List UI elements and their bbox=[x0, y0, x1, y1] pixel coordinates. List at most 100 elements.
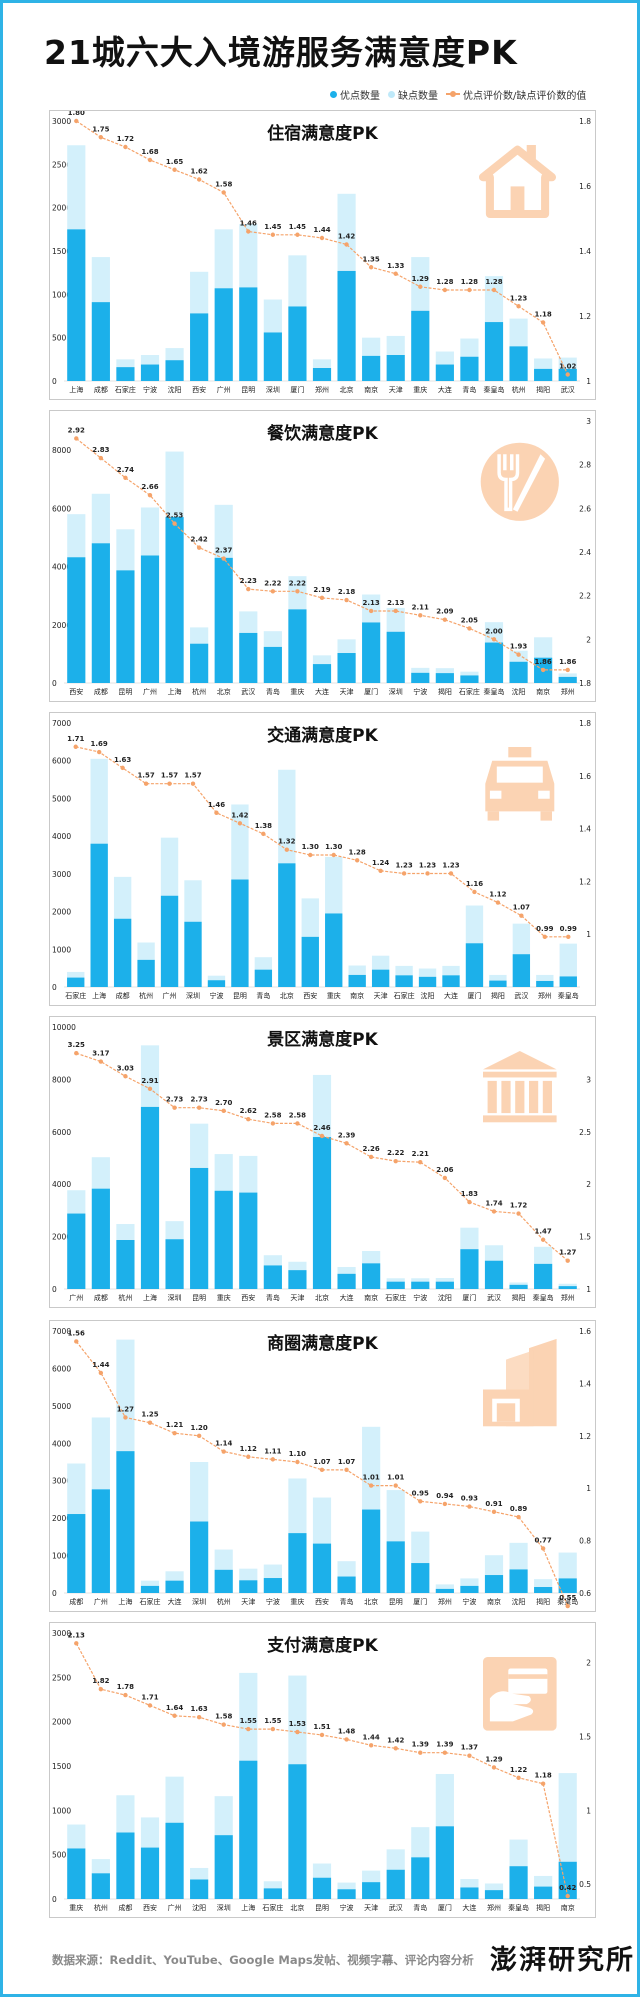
ratio-point bbox=[246, 229, 251, 234]
x-tick-label: 天津 bbox=[290, 1294, 304, 1302]
ratio-point bbox=[467, 1753, 472, 1758]
ratio-point bbox=[147, 1086, 153, 1092]
x-tick-label: 昆明 bbox=[118, 688, 132, 696]
bar-positive bbox=[214, 1190, 233, 1289]
ratio-data-label: 1.57 bbox=[161, 772, 178, 780]
ratio-point bbox=[442, 1750, 448, 1755]
ratio-point bbox=[565, 1603, 570, 1609]
x-tick-label: 成都 bbox=[94, 1293, 108, 1302]
x-tick-label: 重庆 bbox=[327, 991, 341, 1000]
bar-negative bbox=[140, 507, 160, 556]
bar-negative bbox=[190, 1462, 209, 1522]
ratio-data-label: 2.26 bbox=[363, 1145, 380, 1153]
ratio-line bbox=[75, 438, 568, 671]
ratio-data-label: 2.74 bbox=[117, 466, 134, 474]
ratio-point bbox=[418, 1159, 423, 1165]
ratio-point bbox=[442, 287, 448, 293]
brand-logo: 澎湃研究所 bbox=[490, 1945, 635, 1976]
plate-circle bbox=[480, 442, 559, 521]
ratio-data-label: 1.71 bbox=[141, 1693, 158, 1701]
x-tick-label: 昆明 bbox=[192, 1294, 206, 1302]
bar-negative bbox=[386, 607, 405, 632]
x-tick-label: 石家庄 bbox=[65, 991, 86, 1000]
x-tick-label: 深圳 bbox=[266, 385, 280, 394]
ratio-point bbox=[491, 1209, 497, 1214]
legend-positive: 优点数量 bbox=[330, 87, 380, 102]
bar-negative bbox=[435, 1584, 454, 1589]
bar-negative bbox=[165, 451, 184, 518]
ratio-data-label: 1.42 bbox=[387, 1736, 404, 1744]
bar-positive bbox=[90, 843, 108, 987]
ratio-point bbox=[270, 1457, 276, 1462]
ratio-data-label: 1.57 bbox=[137, 772, 154, 780]
ratio-point bbox=[344, 242, 349, 247]
x-tick-label: 秦皇岛 bbox=[484, 385, 505, 394]
ratio-point bbox=[74, 1339, 79, 1344]
bar-negative bbox=[435, 1277, 454, 1282]
x-tick-label: 石家庄 bbox=[115, 385, 136, 394]
ratio-data-label: 1.07 bbox=[313, 1458, 330, 1466]
bar-negative bbox=[190, 271, 209, 314]
bar-positive bbox=[91, 302, 110, 381]
ratio-data-label: 1.42 bbox=[231, 811, 248, 819]
bar-negative bbox=[312, 359, 332, 368]
bar-negative bbox=[116, 1224, 135, 1241]
bar-positive bbox=[301, 936, 319, 987]
x-tick-label: 宁波 bbox=[413, 1293, 427, 1302]
museum-roof bbox=[483, 1051, 557, 1070]
bar-positive bbox=[386, 631, 405, 683]
ratio-point bbox=[295, 1121, 300, 1126]
taxi-window bbox=[496, 766, 543, 783]
bar-negative bbox=[91, 1157, 110, 1189]
bar-negative bbox=[288, 1261, 307, 1271]
bar-negative bbox=[140, 1580, 160, 1586]
x-tick-label: 秦皇岛 bbox=[558, 991, 579, 1000]
bar-positive bbox=[263, 646, 282, 683]
ratio-line bbox=[75, 1341, 569, 1607]
bar-positive bbox=[411, 310, 430, 381]
x-tick-label: 沈阳 bbox=[192, 1903, 206, 1912]
y-tick-label: 4000 bbox=[52, 1439, 71, 1448]
chart-panel-5: 0 1000 2000 3000 4000 5000 6000 7000 0.6 0.8 1 1.2 1… bbox=[49, 1320, 596, 1612]
bar-negative bbox=[165, 1571, 184, 1581]
x-tick-label: 厦门 bbox=[467, 991, 481, 1000]
bar-positive bbox=[190, 1167, 209, 1289]
ratio-data-label: 0.94 bbox=[436, 1492, 453, 1500]
x-tick-label: 成都 bbox=[118, 1903, 132, 1912]
ratio-point bbox=[491, 287, 497, 293]
bar-positive bbox=[67, 977, 85, 987]
ratio-point bbox=[319, 1467, 325, 1473]
ratio-point bbox=[401, 871, 407, 876]
chart-title: 商圈满意度PK bbox=[267, 1333, 378, 1354]
y2-tick-label: 1.5 bbox=[579, 1732, 591, 1741]
bar-positive bbox=[140, 555, 160, 683]
ratio-data-label: 1.75 bbox=[92, 125, 109, 133]
page-title: 21城六大入境游服务满意度PK bbox=[44, 33, 518, 72]
bar-negative bbox=[239, 611, 258, 633]
museum-beam bbox=[483, 1071, 557, 1078]
y-tick-label: 6000 bbox=[52, 757, 71, 766]
bar-negative bbox=[558, 1773, 577, 1862]
bar-negative bbox=[460, 338, 479, 357]
fork-knife-icon bbox=[480, 442, 559, 521]
y-tick-label: 2000 bbox=[52, 1718, 71, 1727]
ratio-point bbox=[214, 810, 219, 815]
x-tick-label: 天津 bbox=[340, 688, 354, 696]
chart-svg-5: 010002000300040005000600070000.60.811.21… bbox=[52, 1327, 591, 1609]
bar-negative bbox=[534, 1246, 553, 1264]
mall-tower bbox=[529, 1338, 557, 1427]
bar-negative bbox=[386, 1849, 405, 1870]
ratio-data-label: 1.32 bbox=[278, 838, 295, 846]
x-tick-label: 北京 bbox=[290, 1903, 304, 1912]
ratio-data-label: 1.23 bbox=[395, 861, 412, 869]
ratio-data-label: 1.28 bbox=[461, 278, 478, 286]
x-tick-label: 天津 bbox=[364, 1904, 378, 1912]
ratio-data-label: 1.18 bbox=[535, 1772, 552, 1780]
x-tick-label: 大连 bbox=[315, 687, 329, 696]
bar-positive bbox=[67, 557, 86, 683]
bar-positive bbox=[140, 1106, 160, 1289]
bar-positive bbox=[190, 643, 209, 683]
x-tick-label: 深圳 bbox=[389, 687, 403, 696]
y-tick-label: 2500 bbox=[52, 1673, 71, 1682]
x-tick-label: 宁波 bbox=[462, 1597, 476, 1606]
